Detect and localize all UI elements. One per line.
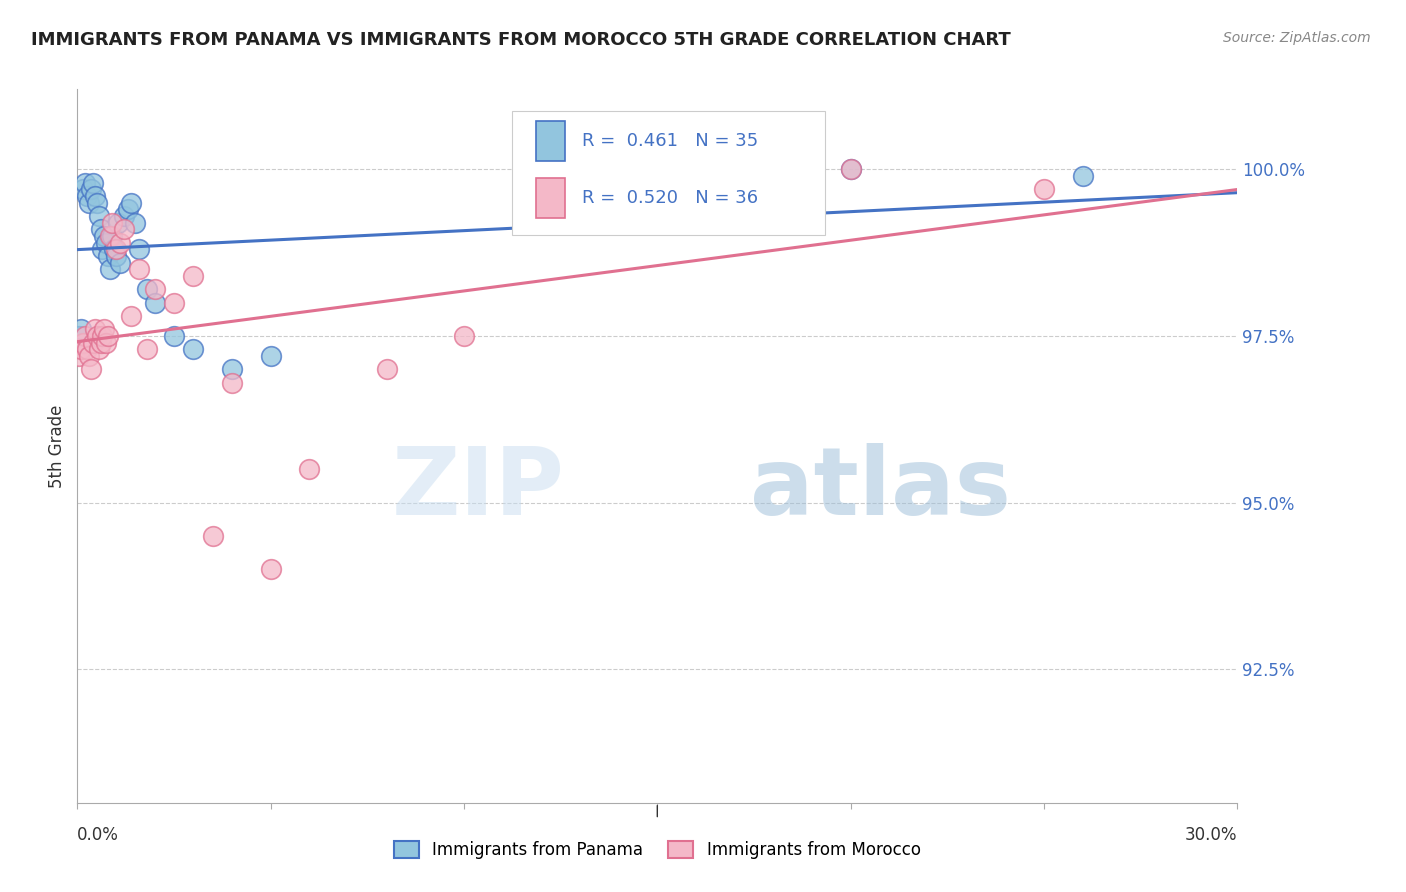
Point <box>163 329 186 343</box>
Text: IMMIGRANTS FROM PANAMA VS IMMIGRANTS FROM MOROCCO 5TH GRADE CORRELATION CHART: IMMIGRANTS FROM PANAMA VS IMMIGRANTS FRO… <box>31 31 1011 49</box>
Point <box>103 242 125 256</box>
Legend: Immigrants from Panama, Immigrants from Morocco: Immigrants from Panama, Immigrants from … <box>394 840 921 859</box>
FancyBboxPatch shape <box>512 111 825 235</box>
Point <box>128 242 150 256</box>
Point <box>183 268 205 283</box>
Point <box>72 335 94 350</box>
Point <box>93 322 115 336</box>
Point <box>67 329 90 343</box>
Point <box>201 529 224 543</box>
Point <box>120 195 143 210</box>
Point <box>86 195 108 210</box>
Point <box>67 349 90 363</box>
Point <box>1032 182 1054 196</box>
Point <box>70 322 93 336</box>
Point <box>70 343 93 357</box>
Text: 0.0%: 0.0% <box>77 826 120 844</box>
Point <box>375 362 398 376</box>
Point <box>298 462 321 476</box>
Point <box>97 329 120 343</box>
Point <box>87 209 110 223</box>
Point <box>112 222 135 236</box>
Point <box>86 329 108 343</box>
Point <box>105 242 127 256</box>
Point <box>96 235 118 250</box>
Text: Source: ZipAtlas.com: Source: ZipAtlas.com <box>1223 31 1371 45</box>
Point <box>839 162 862 177</box>
Point <box>101 228 124 243</box>
Point <box>259 562 281 576</box>
Point <box>112 209 135 223</box>
Point <box>90 335 111 350</box>
Point <box>647 176 669 190</box>
Point <box>82 335 104 350</box>
Point <box>98 228 121 243</box>
Point <box>101 216 124 230</box>
Point <box>117 202 139 217</box>
Point <box>120 309 143 323</box>
Point <box>80 182 103 196</box>
Point <box>76 189 98 203</box>
Point <box>75 329 96 343</box>
Point <box>221 362 243 376</box>
Point <box>72 182 94 196</box>
Point <box>107 216 129 230</box>
Point <box>108 255 131 269</box>
Text: atlas: atlas <box>751 442 1011 535</box>
Point <box>87 343 110 357</box>
Point <box>135 343 157 357</box>
Text: R =  0.461   N = 35: R = 0.461 N = 35 <box>582 132 758 150</box>
Bar <box>536 178 565 218</box>
Point <box>135 282 157 296</box>
Point <box>97 249 120 263</box>
Point <box>1071 169 1094 183</box>
Point <box>183 343 205 357</box>
Point <box>259 349 281 363</box>
Y-axis label: 5th Grade: 5th Grade <box>48 404 66 488</box>
Point <box>77 195 100 210</box>
Point <box>124 216 146 230</box>
Text: 30.0%: 30.0% <box>1185 826 1237 844</box>
Point <box>105 249 127 263</box>
Point <box>453 329 475 343</box>
Point <box>108 235 131 250</box>
Point <box>96 335 118 350</box>
Point <box>143 282 166 296</box>
Point <box>83 189 105 203</box>
Text: R =  0.520   N = 36: R = 0.520 N = 36 <box>582 189 758 207</box>
Point <box>77 349 100 363</box>
Point <box>76 343 98 357</box>
Point <box>75 176 96 190</box>
Point <box>98 262 121 277</box>
Point <box>91 242 114 256</box>
Point <box>80 362 103 376</box>
Point <box>82 176 104 190</box>
Bar <box>536 121 565 161</box>
Text: ZIP: ZIP <box>392 442 565 535</box>
Point <box>90 222 111 236</box>
Point <box>143 295 166 310</box>
Point <box>91 329 114 343</box>
Point <box>128 262 150 277</box>
Point <box>93 228 115 243</box>
Point <box>221 376 243 390</box>
Point <box>83 322 105 336</box>
Point <box>839 162 862 177</box>
Point <box>163 295 186 310</box>
